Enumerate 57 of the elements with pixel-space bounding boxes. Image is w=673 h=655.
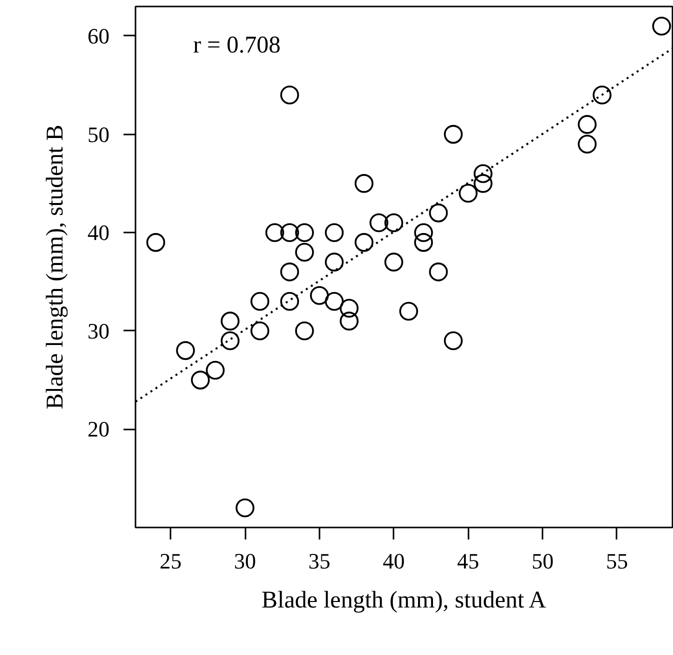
point	[444, 331, 463, 350]
point	[250, 292, 270, 311]
point	[265, 223, 284, 242]
point	[324, 223, 344, 242]
x-tick-label: 55	[606, 548, 628, 574]
point	[578, 115, 597, 134]
point	[220, 312, 240, 330]
x-tick-label: 40	[382, 548, 405, 574]
point	[206, 360, 225, 380]
y-axis-title: Blade length (mm), student B	[42, 124, 68, 410]
point	[295, 242, 314, 262]
point	[295, 223, 314, 242]
annotation: r = 0.708	[193, 32, 281, 59]
point	[295, 322, 314, 340]
point	[384, 213, 404, 232]
point	[220, 331, 240, 350]
y-tick-label: 30	[88, 318, 110, 344]
point	[354, 174, 374, 193]
point	[280, 86, 300, 104]
x-tick-label: 45	[457, 548, 480, 574]
point	[280, 223, 300, 242]
point	[324, 252, 344, 272]
point	[474, 174, 492, 193]
x-tick-label: 25	[160, 548, 182, 574]
point	[250, 322, 270, 340]
x-axis-title: Blade length (mm), student A	[262, 588, 547, 614]
x-tick-label: 50	[532, 548, 554, 574]
point	[354, 233, 374, 252]
point	[340, 312, 359, 330]
point	[592, 86, 612, 104]
y-tick-label: 20	[88, 416, 110, 442]
point	[414, 233, 433, 252]
point	[414, 223, 433, 242]
point	[578, 134, 597, 154]
point	[236, 498, 254, 518]
x-tick-label: 35	[308, 548, 330, 574]
y-tick-label: 60	[88, 23, 110, 48]
point	[280, 262, 300, 282]
point	[444, 124, 463, 144]
y-tick-label: 40	[88, 220, 110, 246]
point	[190, 370, 210, 390]
point	[370, 213, 388, 232]
y-tick-label: 50	[88, 122, 110, 147]
point	[652, 16, 671, 36]
point	[384, 252, 404, 272]
point	[340, 298, 359, 318]
point	[399, 302, 418, 321]
point	[429, 262, 448, 282]
point	[429, 204, 448, 222]
point	[146, 233, 166, 252]
point	[310, 286, 329, 305]
point	[474, 164, 492, 183]
point	[280, 292, 300, 311]
point	[324, 292, 344, 311]
x-tick-label: 30	[234, 548, 256, 574]
point	[458, 184, 478, 203]
point	[176, 341, 195, 360]
